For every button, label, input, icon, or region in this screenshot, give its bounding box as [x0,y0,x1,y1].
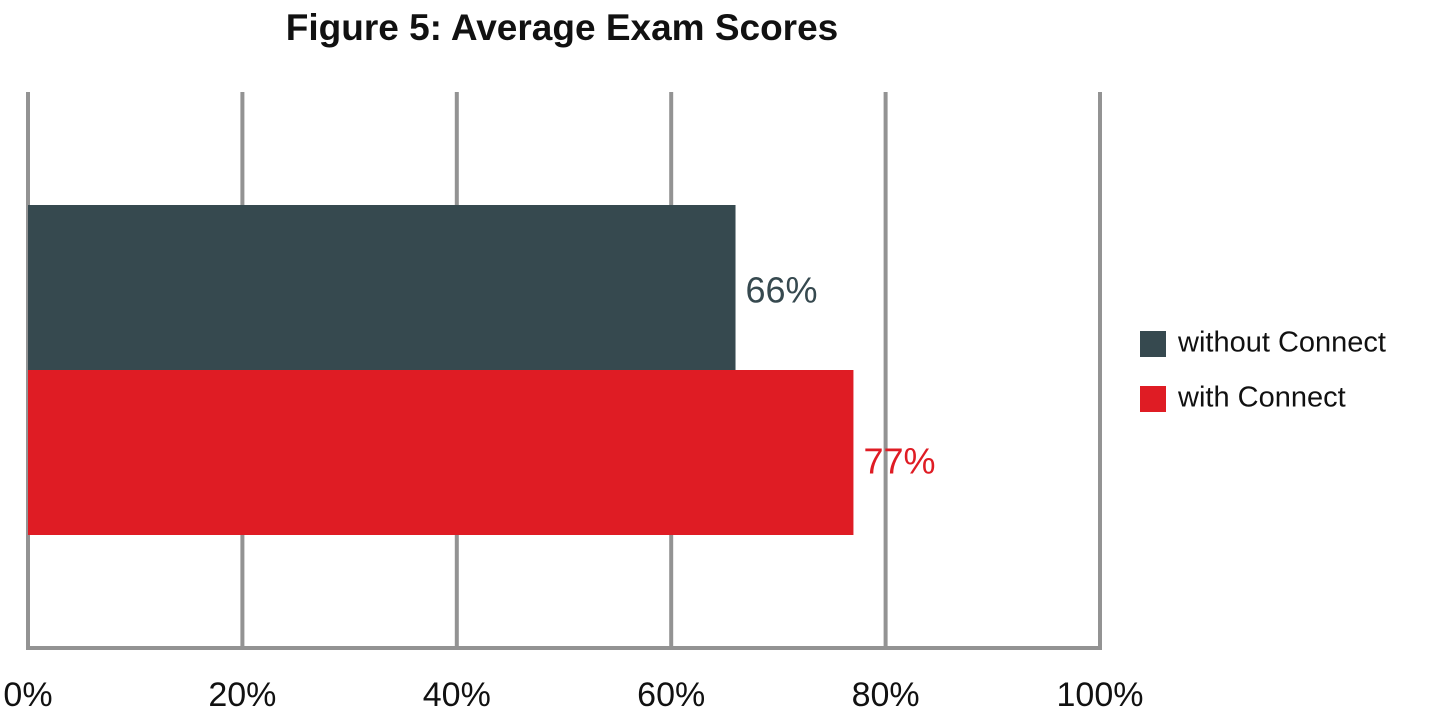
legend-label: with Connect [1177,382,1346,414]
x-tick-label: 40% [423,676,491,714]
bar [28,205,736,370]
legend-label: without Connect [1177,327,1386,359]
value-label: 66% [746,270,818,311]
x-tick-label: 80% [852,676,920,714]
legend-swatch [1140,386,1166,412]
chart-title: Figure 5: Average Exam Scores [286,7,839,48]
value-label: 77% [863,441,935,482]
bar [28,370,854,535]
x-tick-label: 60% [637,676,705,714]
x-tick-label: 100% [1057,676,1144,714]
x-tick-label: 0% [3,676,52,714]
x-tick-label: 20% [208,676,276,714]
legend-swatch [1140,331,1166,357]
